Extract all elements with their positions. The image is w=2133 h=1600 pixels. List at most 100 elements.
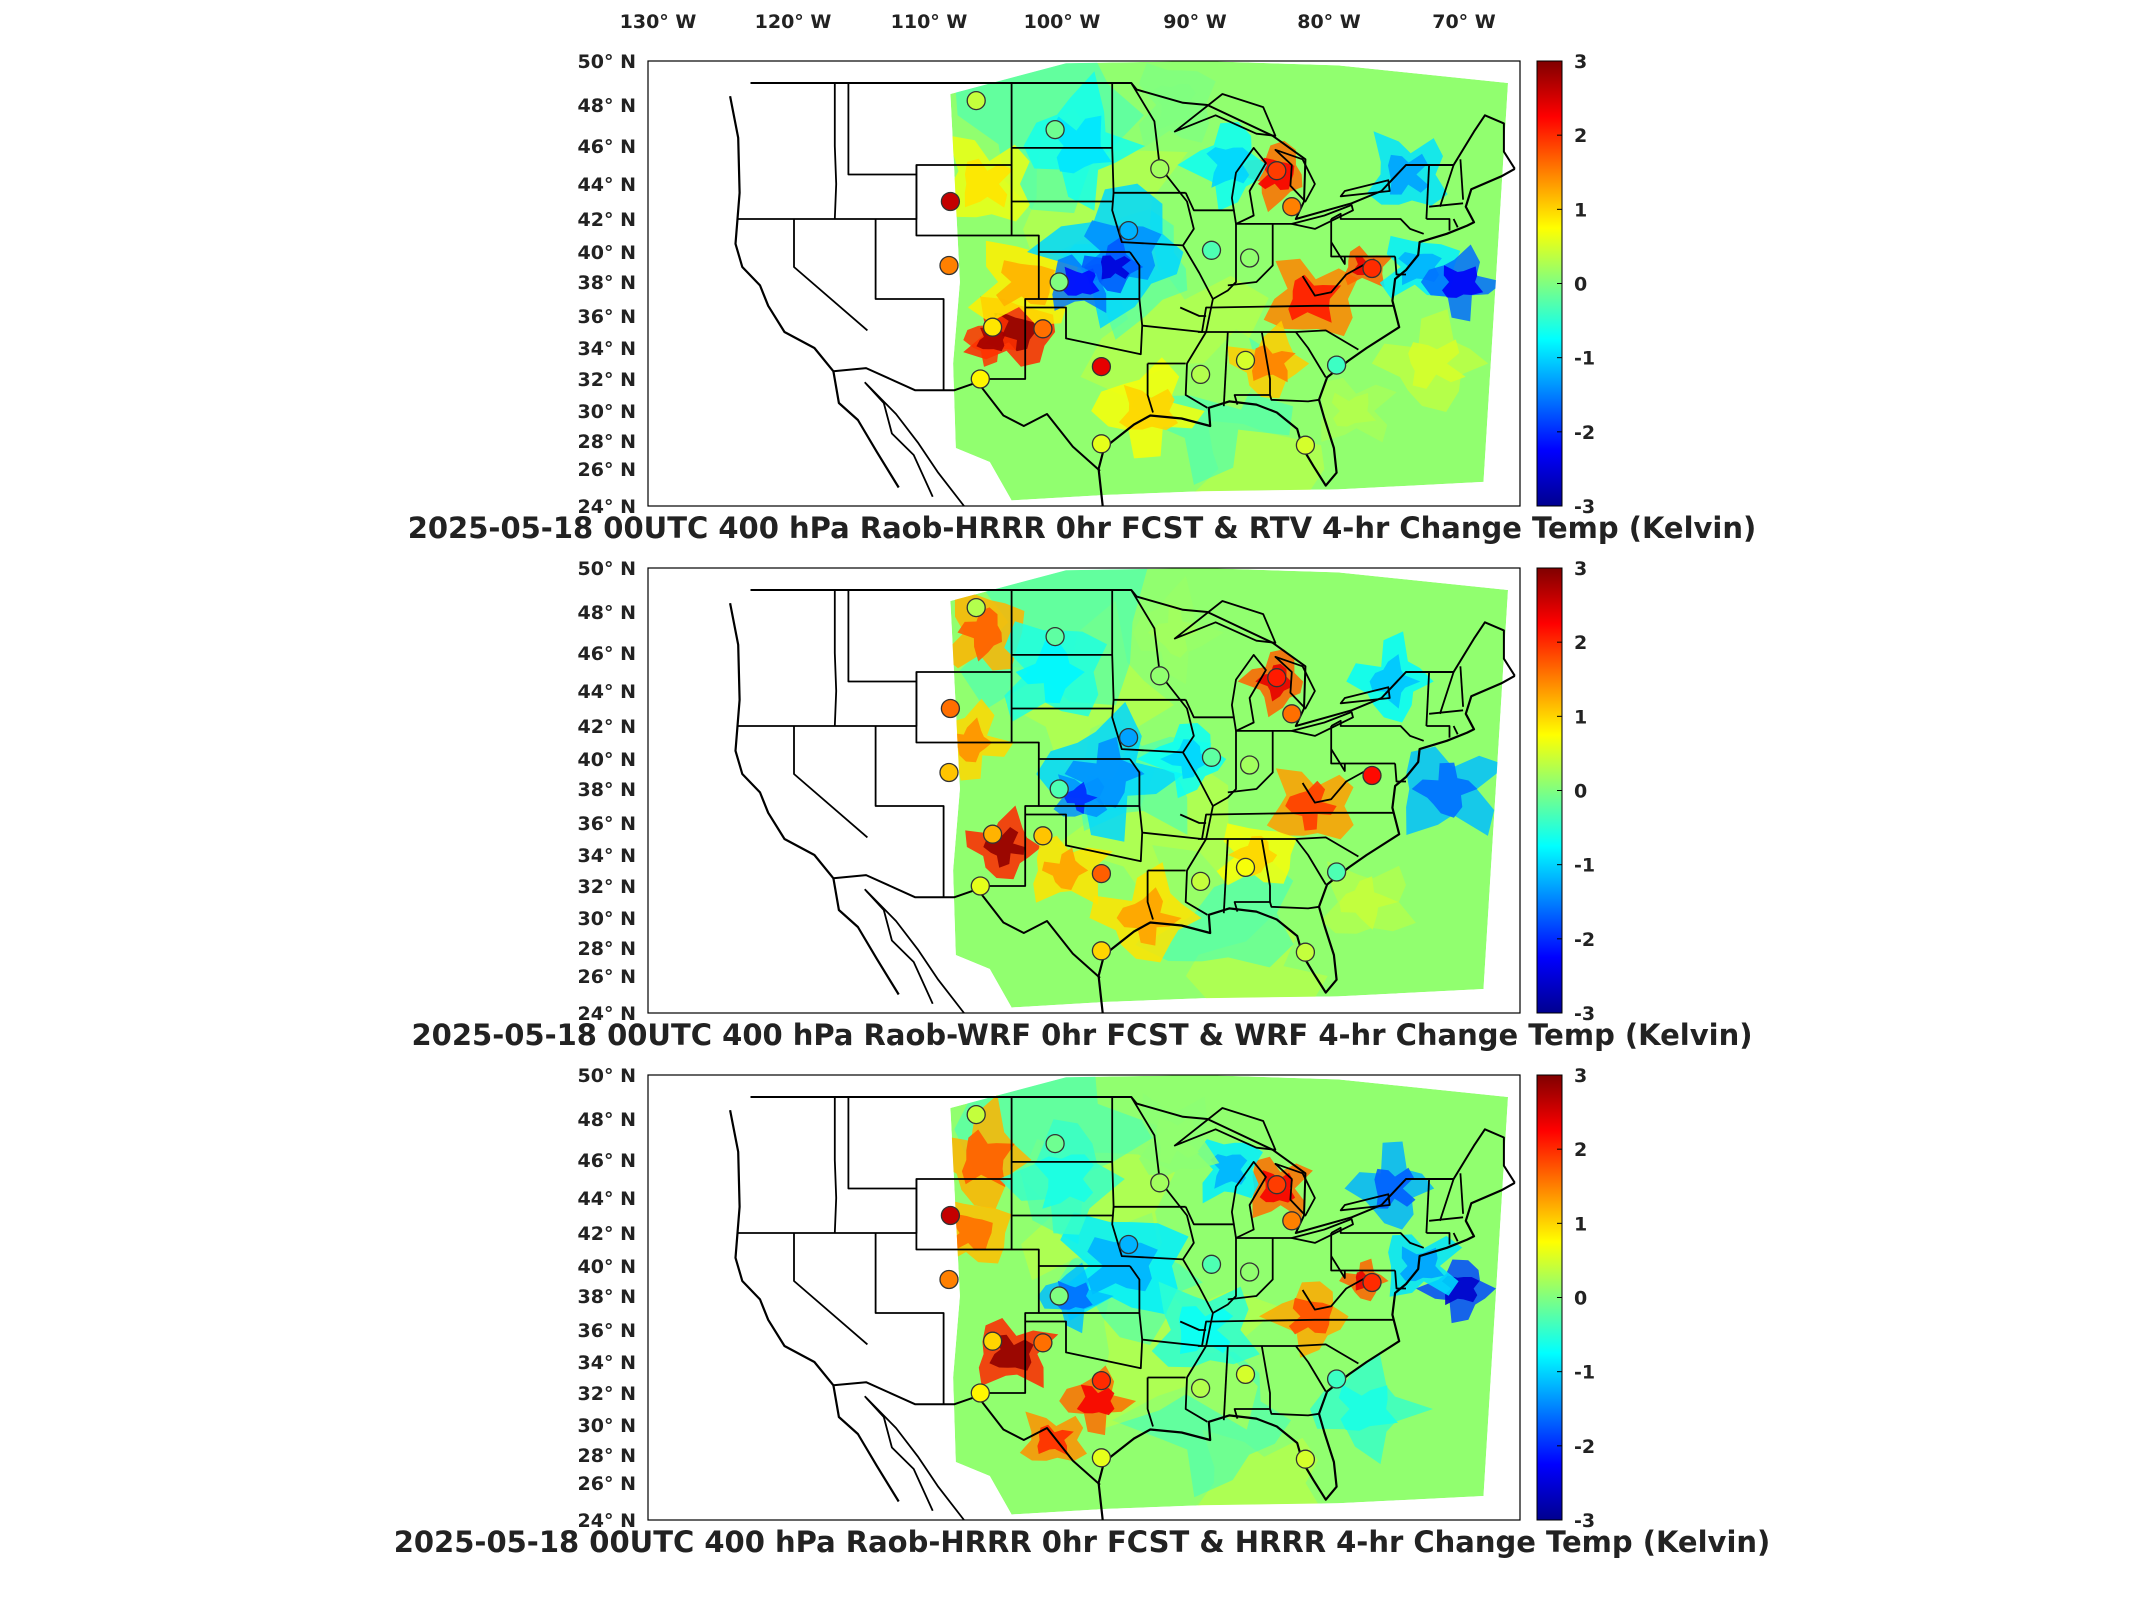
lake-outline <box>1290 204 1354 230</box>
field-anomaly-core <box>1411 762 1478 818</box>
state-border <box>1439 671 1455 715</box>
latitude-axis: 50° N 48° N 46° N 44° N 42° N 40° N 38° N 36° N… <box>578 558 636 1025</box>
state-border <box>793 219 868 332</box>
state-border <box>1142 1318 1394 1347</box>
lat-label: 38° N <box>578 272 636 294</box>
state-border <box>793 726 868 839</box>
lat-label: 40° N <box>578 1256 636 1278</box>
field-anomaly-core <box>961 1129 1015 1188</box>
raob-station-marker <box>940 698 961 719</box>
lat-label: 28° N <box>578 938 636 960</box>
state-border <box>1227 223 1274 287</box>
lake-outline <box>1339 179 1391 198</box>
coastline <box>864 1395 965 1521</box>
lake-outline <box>1290 711 1354 737</box>
raob-station-marker <box>939 1269 959 1290</box>
state-border <box>1227 1238 1274 1301</box>
raob-stations <box>939 1104 1382 1469</box>
raob-station-marker <box>1049 1286 1069 1306</box>
colorbar: 3 2 1 0 -1 -2 -3 <box>1536 1065 1595 1532</box>
raob-station-marker <box>1295 942 1316 962</box>
national-border <box>833 874 1101 979</box>
raob-station-marker <box>1091 1448 1112 1468</box>
colorbar-tick-label: -3 <box>1574 496 1595 518</box>
state-border <box>1394 256 1406 276</box>
raob-station-marker <box>1033 1333 1053 1353</box>
lat-label: 24° N <box>578 496 636 518</box>
raob-station-marker <box>982 1331 1003 1351</box>
state-border <box>1212 223 1237 300</box>
field-anomaly-core <box>1064 781 1098 814</box>
colorbar-tick-label: -1 <box>1574 1362 1595 1384</box>
lake-outline <box>1231 1161 1267 1239</box>
state-border <box>1197 329 1359 351</box>
raob-station-marker <box>1235 1364 1256 1385</box>
state-border <box>1295 331 1327 378</box>
state-border <box>1184 699 1235 719</box>
raob-station-marker <box>1326 355 1347 375</box>
lat-label: 38° N <box>578 779 636 801</box>
raob-station-marker <box>966 90 986 111</box>
raob-station-marker <box>1091 941 1112 961</box>
lat-label: 44° N <box>578 1188 636 1210</box>
raob-station-marker <box>966 597 986 618</box>
lat-label: 50° N <box>578 558 636 580</box>
state-border <box>1426 725 1451 738</box>
state-border <box>1429 202 1464 208</box>
raob-station-marker <box>1239 755 1260 775</box>
map-frame <box>647 1074 1521 1521</box>
field-anomaly-core <box>996 260 1056 307</box>
lon-label: 100° W <box>1024 11 1101 33</box>
state-border <box>1212 730 1237 807</box>
field-anomaly-core <box>1399 1246 1445 1282</box>
field-anomaly-core <box>1034 1154 1094 1209</box>
raob-station-marker <box>1267 668 1287 688</box>
state-border <box>1269 901 1320 910</box>
lat-label: 32° N <box>578 1383 636 1405</box>
lake-outline <box>1231 147 1267 225</box>
raob-station-marker <box>1326 1369 1347 1389</box>
raob-station-marker <box>1282 704 1302 724</box>
lake-outline <box>1173 600 1277 644</box>
state-border <box>1038 1265 1141 1314</box>
coastline <box>729 1109 900 1503</box>
lat-label: 42° N <box>578 209 636 231</box>
state-border <box>1222 1345 1229 1421</box>
colorbar-tick-label: 2 <box>1574 1139 1587 1161</box>
lat-label: 34° N <box>578 845 636 867</box>
state-border <box>1025 805 1144 863</box>
state-border <box>1184 1206 1235 1226</box>
map-panel-1: 50° N 48° N 46° N 44° N 42° N 40° N 38° N 36° N… <box>408 51 1757 545</box>
state-border <box>1142 811 1394 840</box>
colorbar-tick-label: 0 <box>1574 274 1587 296</box>
lat-label: 50° N <box>578 51 636 73</box>
state-border <box>1184 192 1235 212</box>
raob-station-marker <box>939 255 959 276</box>
lat-label: 42° N <box>578 1223 636 1245</box>
field-anomaly-core <box>1156 1115 1200 1165</box>
colorbar-tick-label: -3 <box>1574 1510 1595 1532</box>
basemap <box>729 82 1516 507</box>
state-border <box>1111 590 1186 701</box>
state-border <box>1429 709 1464 715</box>
field-anomaly-core <box>1331 392 1377 427</box>
lat-label: 26° N <box>578 459 636 481</box>
state-border <box>1038 758 1141 807</box>
raob-station-marker <box>1118 727 1139 748</box>
state-border <box>1179 1320 1207 1331</box>
raob-station-marker <box>982 824 1003 844</box>
latitude-axis: 50° N 48° N 46° N 44° N 42° N 40° N 38° N 36° N… <box>578 1065 636 1532</box>
field-anomaly-core <box>1338 1384 1398 1431</box>
state-border <box>1111 192 1184 247</box>
state-border <box>1459 159 1464 200</box>
lat-label: 24° N <box>578 1510 636 1532</box>
state-border <box>1425 1178 1430 1234</box>
state-border <box>1269 1408 1320 1417</box>
field-anomaly-core <box>1147 603 1198 658</box>
raob-station-marker <box>1190 871 1211 892</box>
raob-station-marker <box>1049 272 1069 292</box>
state-border <box>1142 304 1394 333</box>
field-anomaly-core <box>1160 739 1211 779</box>
state-border <box>1146 363 1154 413</box>
state-border <box>1111 699 1184 754</box>
